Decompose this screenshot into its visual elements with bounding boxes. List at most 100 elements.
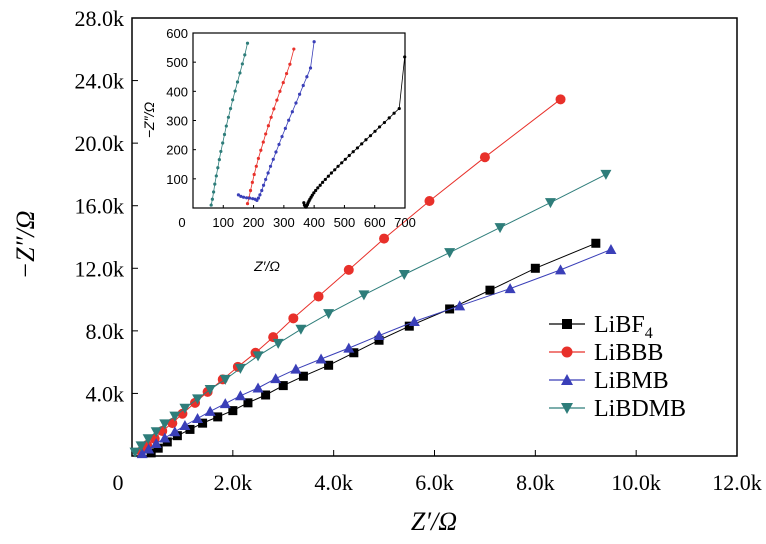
inset-data-point [216, 166, 220, 170]
inset-data-point [277, 142, 281, 147]
main-data-point [298, 371, 308, 381]
inset-data-point [214, 174, 218, 178]
inset-data-point [210, 197, 214, 201]
inset-data-point [292, 47, 296, 51]
main-x-tick-label: 2.0k [214, 470, 253, 495]
main-data-point [288, 313, 299, 324]
inset-data-point [392, 111, 396, 115]
inset-data-point [321, 180, 325, 184]
main-y-tick-label: 24.0k [75, 69, 125, 94]
main-data-point [494, 223, 506, 234]
main-data-point [234, 390, 246, 401]
inset-data-point [256, 196, 261, 200]
main-data-point [404, 321, 414, 331]
main-x-axis-label: Z′/Ω [411, 507, 457, 536]
inset-axis-ticks: 0 100 200 300 400 500 600 700 100 200 300 400 500 600 [166, 26, 416, 230]
inset-data-point [364, 138, 368, 142]
main-data-point [379, 233, 390, 244]
main-y-tick-label: 4.0k [86, 381, 125, 406]
inset-data-point [248, 188, 253, 193]
inset-data-point [347, 153, 351, 158]
inset-data-point [329, 171, 334, 175]
inset-data-point [261, 140, 265, 144]
inset-data-point [308, 66, 313, 70]
legend-item-libf: LiBF4 [549, 312, 653, 342]
main-data-point [544, 198, 556, 209]
inset-y-tick-label: 400 [166, 84, 188, 99]
inset-data-point [272, 107, 276, 111]
main-x-tick-label: 6.0k [415, 470, 454, 495]
main-data-point [153, 443, 163, 453]
legend-item-libdmb: LiBDMB [549, 396, 686, 422]
inset-data-point [336, 164, 340, 168]
main-y-tick-label: 12.0k [75, 256, 125, 281]
inset-data-point [250, 180, 254, 184]
inset-data-point [258, 193, 262, 197]
main-data-point [192, 412, 204, 423]
main-data-point [129, 447, 141, 458]
inset-data-point [377, 125, 382, 129]
main-data-point [349, 348, 359, 358]
main-data-point [485, 285, 495, 295]
main-data-point [424, 196, 435, 207]
inset-data-point [228, 106, 233, 111]
main-axis-ticks: 0 2.0k 4.0k 6.0k 8.0k 10.0k 12.0k 4.0k 8.0k 12.0k… [75, 6, 762, 495]
inset-data-point [260, 188, 264, 193]
main-data-point [270, 373, 282, 384]
main-x-tick-label: 0 [113, 470, 124, 495]
inset-x-tick-label: 300 [273, 215, 295, 230]
inset-data-point [403, 55, 407, 59]
inset-data-point [245, 196, 249, 200]
inset-data-point [266, 124, 271, 128]
main-data-point [600, 169, 612, 180]
inset-data-point [351, 150, 355, 154]
main-data-point [179, 419, 191, 430]
inset-data-point [213, 182, 217, 186]
main-data-point [454, 300, 466, 311]
main-data-point [323, 309, 335, 320]
inset-data-point [268, 164, 273, 168]
inset-data-point [288, 62, 292, 66]
inset-data-point [233, 89, 237, 93]
inset-data-point [316, 186, 320, 190]
main-y-tick-label: 28.0k [75, 6, 125, 31]
main-data-point [142, 434, 154, 445]
main-y-tick-label: 16.0k [75, 194, 125, 219]
inset-data-point [269, 115, 273, 119]
main-x-tick-label: 12.0k [712, 470, 762, 495]
inset-data-point [340, 161, 344, 165]
inset-data-point [373, 129, 377, 133]
inset-data-point [245, 41, 250, 45]
legend-label: LiBMB [594, 368, 669, 394]
inset-data-point [294, 101, 298, 105]
inset-data-point [318, 183, 322, 187]
inset-data-point [280, 134, 284, 139]
inset-data-point [310, 193, 314, 197]
inset-data-point [245, 202, 250, 206]
main-data-point [504, 283, 516, 294]
main-data-point [198, 418, 208, 428]
inset-data-point [314, 188, 318, 193]
inset-data-point [281, 80, 285, 85]
main-data-point [252, 351, 264, 362]
inset-data-point [274, 150, 278, 154]
inset-x-tick-label: 100 [212, 215, 234, 230]
inset-data-point [226, 115, 231, 119]
inset-y-tick-label: 200 [166, 143, 188, 158]
inset-series-libbb [245, 47, 296, 206]
inset-data-point [284, 71, 289, 76]
legend-marker [562, 319, 572, 329]
inset-y-tick-label: 600 [166, 26, 188, 41]
main-data-point [398, 270, 410, 281]
main-data-point [219, 398, 231, 409]
inset-data-point [387, 116, 391, 120]
inset-data-point [264, 132, 268, 136]
inset-data-point [238, 71, 242, 75]
inset-data-point [222, 132, 227, 137]
main-y-tick-label: 8.0k [86, 319, 125, 344]
inset-data-point [278, 89, 282, 93]
inset-data-point [240, 62, 244, 66]
inset-data-point [323, 177, 327, 182]
main-data-point [358, 290, 370, 301]
